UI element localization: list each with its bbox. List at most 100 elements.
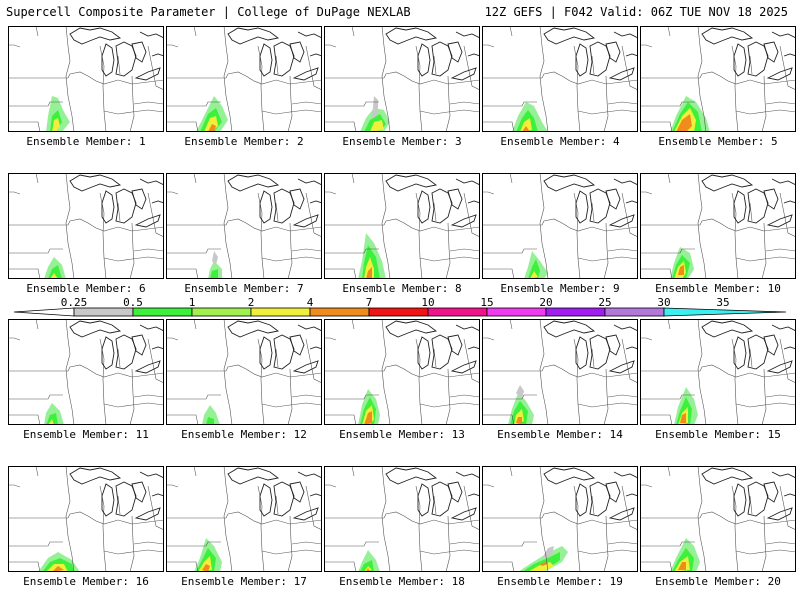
lake-outline <box>297 178 322 186</box>
lake-outline <box>289 41 305 63</box>
lake-outline <box>608 360 635 374</box>
state-boundary <box>129 222 135 279</box>
state-boundary <box>539 466 549 572</box>
state-boundary <box>35 26 39 37</box>
state-boundary <box>166 364 247 372</box>
state-boundary <box>324 484 337 488</box>
lake-outline <box>450 214 477 228</box>
state-boundary <box>482 191 495 195</box>
lake-outline <box>292 507 319 521</box>
state-boundary <box>129 368 135 425</box>
lake-outline <box>417 43 431 77</box>
state-boundary <box>275 202 279 222</box>
colorbar-tick-label: 4 <box>306 296 314 309</box>
lake-outline <box>575 336 589 370</box>
lake-outline <box>625 200 638 204</box>
lake-outline <box>763 188 779 210</box>
scp-map-16 <box>8 466 164 572</box>
state-boundary <box>351 26 355 37</box>
scp-map-7 <box>166 173 322 279</box>
lake-outline <box>69 27 122 45</box>
lake-outline <box>289 334 305 356</box>
lake-outline <box>69 174 122 192</box>
colorbar <box>13 307 787 317</box>
state-boundary <box>573 485 581 572</box>
lake-outline <box>613 31 638 39</box>
colorbar-swatch <box>427 307 488 317</box>
lake-outline <box>605 188 621 210</box>
ensemble-panel-15 <box>640 319 796 425</box>
lake-outline <box>431 334 453 370</box>
state-boundary <box>403 222 480 232</box>
scp-map-9 <box>482 173 638 279</box>
lake-outline <box>733 190 747 224</box>
state-boundary <box>117 202 121 222</box>
colorbar-swatch <box>545 307 606 317</box>
state-boundary <box>87 368 164 378</box>
member-label: Ensemble Member: 17 <box>181 575 307 588</box>
lake-outline <box>766 360 793 374</box>
lake-outline <box>771 471 796 479</box>
member-label: Ensemble Member: 20 <box>655 575 781 588</box>
lake-outline <box>605 41 621 63</box>
state-boundary <box>482 101 537 107</box>
scp-map-8 <box>324 173 480 279</box>
state-boundary <box>166 44 179 48</box>
ensemble-panel-20 <box>640 466 796 572</box>
state-boundary <box>640 484 653 488</box>
state-boundary <box>257 45 265 132</box>
lake-outline <box>417 190 431 224</box>
lake-outline <box>766 507 793 521</box>
lake-outline <box>543 27 596 45</box>
state-boundary <box>697 466 707 572</box>
state-boundary <box>415 45 423 132</box>
lake-outline <box>417 336 431 370</box>
state-boundary <box>539 319 549 425</box>
lake-outline <box>575 483 589 517</box>
lake-outline <box>455 31 480 39</box>
lake-outline <box>101 43 115 77</box>
panel-frame <box>640 26 796 132</box>
scp-contour <box>680 413 686 423</box>
lake-outline <box>447 188 463 210</box>
state-boundary <box>697 319 707 425</box>
scp-contour <box>516 385 524 399</box>
lake-outline <box>115 334 137 370</box>
state-boundary <box>603 222 609 279</box>
lake-outline <box>297 471 322 479</box>
scp-map-20 <box>640 466 796 572</box>
state-boundary <box>603 515 609 572</box>
state-boundary <box>129 75 135 132</box>
state-boundary <box>591 495 595 515</box>
scp-map-3 <box>324 26 480 132</box>
member-label: Ensemble Member: 15 <box>655 428 781 441</box>
member-label: Ensemble Member: 1 <box>26 135 146 148</box>
state-boundary <box>8 44 21 48</box>
state-boundary <box>719 75 796 85</box>
state-boundary <box>640 71 721 79</box>
state-boundary <box>640 248 695 254</box>
lake-outline <box>771 324 796 332</box>
state-boundary <box>166 218 247 226</box>
state-boundary <box>445 222 451 279</box>
state-boundary <box>291 248 322 252</box>
lake-outline <box>771 178 796 186</box>
state-boundary <box>103 256 164 262</box>
lake-outline <box>608 507 635 521</box>
state-boundary <box>719 368 796 378</box>
lake-outline <box>151 53 164 57</box>
panel-frame <box>482 26 638 132</box>
state-boundary <box>166 337 179 341</box>
state-boundary <box>640 511 721 519</box>
member-label: Ensemble Member: 10 <box>655 282 781 295</box>
lake-outline <box>385 27 438 45</box>
state-boundary <box>573 192 581 279</box>
panel-frame <box>324 173 480 279</box>
state-boundary <box>509 466 513 477</box>
state-boundary <box>8 364 89 372</box>
state-boundary <box>305 338 322 384</box>
state-boundary <box>697 173 707 279</box>
state-boundary <box>765 394 796 398</box>
state-boundary <box>640 44 653 48</box>
state-boundary <box>779 338 796 384</box>
